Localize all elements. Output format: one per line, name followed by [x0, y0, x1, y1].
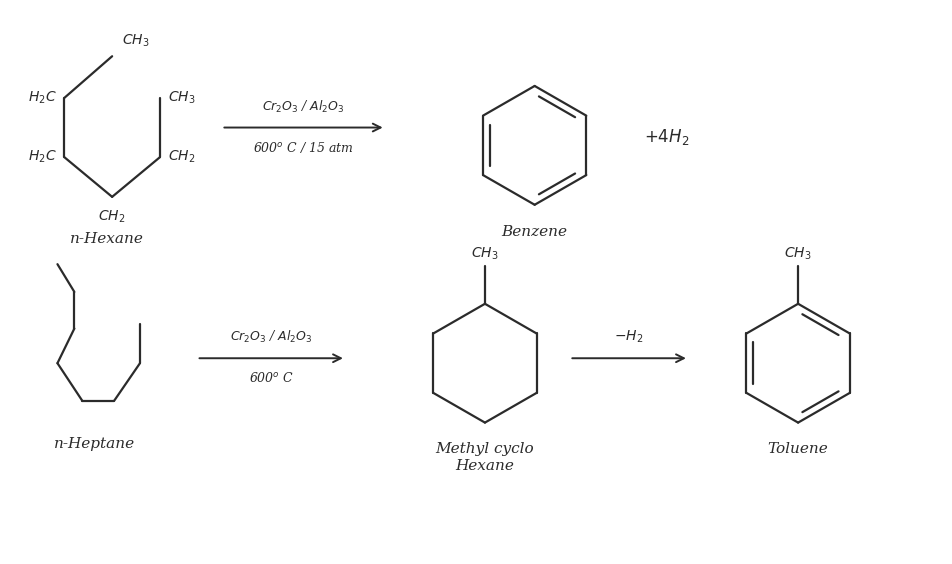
- Text: $CH_2$: $CH_2$: [168, 149, 195, 165]
- Text: $Cr_2O_3$ / $Al_2O_3$: $Cr_2O_3$ / $Al_2O_3$: [263, 99, 345, 114]
- Text: $CH_3$: $CH_3$: [784, 246, 812, 262]
- Text: $-H_2$: $-H_2$: [614, 329, 644, 345]
- Text: n-Hexane: n-Hexane: [70, 232, 144, 246]
- Text: $CH_2$: $CH_2$: [98, 209, 126, 225]
- Text: 600$^o$ C: 600$^o$ C: [248, 371, 294, 385]
- Text: $H_2C$: $H_2C$: [28, 90, 56, 106]
- Text: $CH_3$: $CH_3$: [122, 33, 149, 49]
- Text: $CH_3$: $CH_3$: [168, 90, 195, 106]
- Text: n-Heptane: n-Heptane: [53, 438, 135, 451]
- Text: 600$^o$ C / 15 atm: 600$^o$ C / 15 atm: [253, 140, 354, 156]
- Text: Methyl cyclo
Hexane: Methyl cyclo Hexane: [436, 442, 534, 473]
- Text: $Cr_2O_3$ / $Al_2O_3$: $Cr_2O_3$ / $Al_2O_3$: [230, 329, 312, 345]
- Text: Toluene: Toluene: [767, 442, 828, 456]
- Text: $+4H_2$: $+4H_2$: [644, 127, 689, 147]
- Text: Benzene: Benzene: [502, 224, 567, 239]
- Text: $CH_3$: $CH_3$: [471, 246, 499, 262]
- Text: $H_2C$: $H_2C$: [28, 149, 56, 165]
